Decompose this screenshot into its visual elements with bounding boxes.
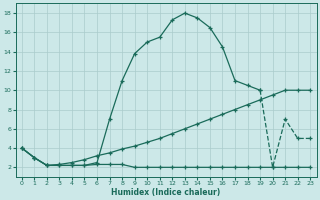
X-axis label: Humidex (Indice chaleur): Humidex (Indice chaleur) — [111, 188, 221, 197]
